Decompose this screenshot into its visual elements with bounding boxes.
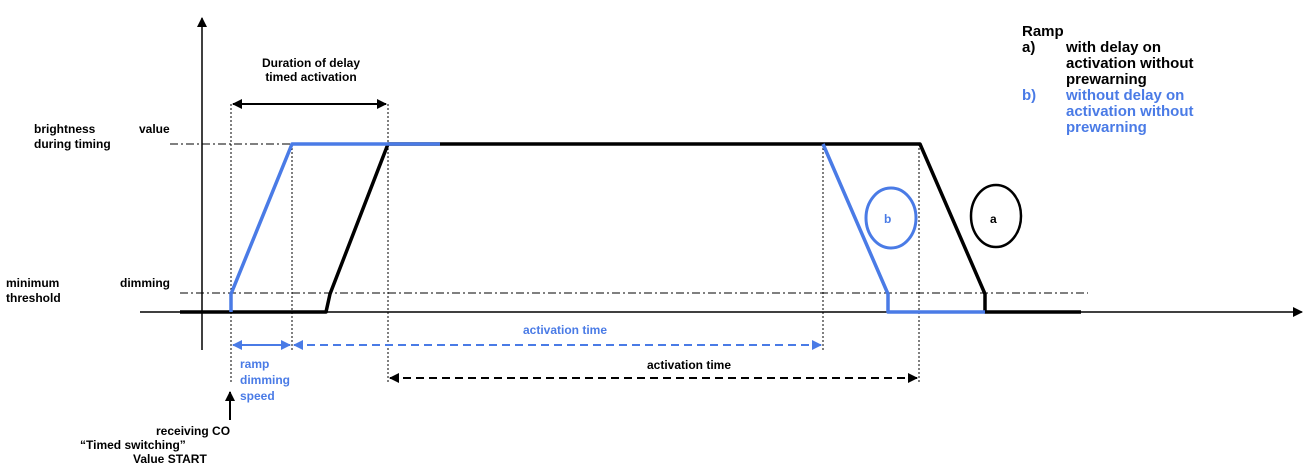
legend-a-line2: activation without [1066,55,1194,72]
brightness-value-label: brightness value during timing [34,122,170,151]
legend-a-line3: prewarning [1066,71,1147,88]
legend-key-b: b) [1022,87,1037,104]
circle-a-label: a [990,212,997,226]
delay-duration-label: Duration of delay timed activation [261,56,360,84]
ramp-a-curve [180,142,1081,314]
receiving-co-label: receiving CO “Timed switching” Value STA… [80,424,231,466]
activation-time-a-label: activation time [646,358,732,372]
circle-b [864,186,918,250]
minimum-threshold-label: minimum dimming threshold [6,276,170,305]
legend-title: Ramp [1022,23,1064,40]
ramp-b-curve [229,142,440,312]
legend-key-a: a) [1022,39,1036,56]
legend-b-line1: without delay on [1066,87,1185,104]
legend-b-line3: prewarning [1066,119,1147,136]
circle-b-label: b [884,212,892,226]
circle-a [969,183,1023,249]
ramp-b-off-curve [821,143,985,314]
legend-b-line2: activation without [1066,103,1194,120]
ramp-speed-label: ramp dimming speed [240,357,290,403]
activation-time-b-label: activation time [522,323,608,337]
legend-a-line1: with delay on [1066,39,1162,56]
